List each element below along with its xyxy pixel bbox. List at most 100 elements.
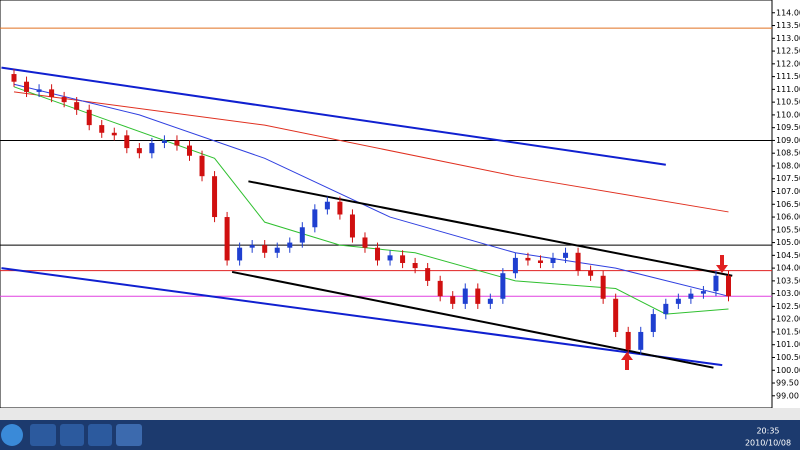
y-tick-label: 101.50 — [776, 327, 800, 336]
candle-body — [525, 257, 531, 261]
candle-body — [249, 245, 255, 248]
y-tick-label: 102.00 — [776, 315, 800, 324]
y-tick-label: 111.50 — [776, 72, 800, 81]
candle-body — [124, 135, 130, 149]
candle-body — [174, 140, 180, 146]
candle-body — [312, 209, 318, 228]
plot-area — [0, 0, 773, 409]
y-tick-label: 112.50 — [776, 47, 800, 56]
taskbar-icon[interactable] — [88, 424, 112, 446]
candle-body — [337, 201, 343, 215]
candle-body — [212, 176, 218, 218]
candle-body — [349, 214, 355, 238]
y-tick-label: 110.00 — [776, 110, 800, 119]
candle-body — [24, 81, 30, 92]
candle-body — [186, 145, 192, 156]
candle-body — [638, 331, 644, 350]
y-tick-label: 113.50 — [776, 21, 800, 30]
y-tick-label: 114.00 — [776, 8, 800, 17]
candle-body — [437, 280, 443, 297]
arrow-down — [716, 255, 728, 273]
y-tick-label: 99.00 — [776, 391, 799, 400]
y-tick-label: 102.50 — [776, 302, 800, 311]
candle-body — [61, 97, 67, 103]
candle-body — [237, 247, 243, 261]
moving-average — [13, 91, 729, 213]
candle-body — [86, 109, 92, 126]
candle-body — [199, 155, 205, 177]
candle-body — [11, 74, 17, 82]
candle-body — [675, 298, 681, 304]
candle-body — [663, 303, 669, 315]
candle-body — [99, 125, 105, 133]
y-tick-label: 100.00 — [776, 366, 800, 375]
y-tick-label: 106.00 — [776, 213, 800, 222]
candle-body — [387, 255, 393, 261]
candle-body — [49, 89, 55, 98]
candle-body — [274, 247, 280, 253]
y-tick-label: 109.50 — [776, 123, 800, 132]
candle-body — [500, 273, 506, 299]
y-tick-label: 108.00 — [776, 161, 800, 170]
candle-body — [550, 257, 556, 264]
y-tick-label: 104.00 — [776, 264, 800, 273]
candle-body — [600, 275, 606, 299]
candle-body — [412, 263, 418, 269]
candle-body — [537, 260, 543, 264]
y-tick-label: 105.50 — [776, 225, 800, 234]
candle-body — [650, 314, 656, 332]
candle-body — [725, 275, 731, 297]
y-tick-label: 100.50 — [776, 353, 800, 362]
candle-body — [149, 142, 155, 154]
status-bar — [0, 408, 800, 420]
clock-date: 2010/10/08 — [745, 439, 791, 448]
y-tick-label: 103.50 — [776, 276, 800, 285]
arrow-up — [621, 352, 633, 370]
candle-body — [36, 89, 42, 92]
candle-body — [362, 237, 368, 248]
candle-body — [700, 291, 706, 294]
y-tick-label: 107.50 — [776, 174, 800, 183]
candle-body — [688, 293, 694, 299]
clock-time: 20:35 — [756, 427, 779, 436]
y-tick-label: 104.50 — [776, 251, 800, 260]
start-button[interactable] — [1, 424, 23, 446]
candle-body — [487, 298, 493, 304]
candle-body — [713, 275, 719, 292]
trend-line — [248, 180, 733, 277]
candle-body — [462, 288, 468, 304]
taskbar-icon[interactable] — [60, 424, 84, 446]
y-tick-label: 111.00 — [776, 85, 800, 94]
y-tick-label: 101.00 — [776, 340, 800, 349]
candle-body — [425, 268, 431, 281]
y-tick-label: 107.00 — [776, 187, 800, 196]
y-tick-label: 113.00 — [776, 34, 800, 43]
candle-body — [299, 227, 305, 243]
taskbar-icon[interactable] — [30, 424, 56, 446]
y-tick-label: 110.50 — [776, 98, 800, 107]
candle-body — [475, 288, 481, 304]
candle-body — [287, 242, 293, 248]
y-tick-label: 112.00 — [776, 59, 800, 68]
y-tick-label: 109.00 — [776, 136, 800, 145]
candle-body — [512, 257, 518, 274]
candle-body — [450, 296, 456, 304]
trend-line — [1, 267, 723, 367]
candle-body — [625, 331, 631, 350]
candle-body — [400, 255, 406, 264]
candle-body — [375, 247, 381, 261]
trend-line — [1, 66, 666, 166]
taskbar-icon[interactable] — [116, 424, 142, 446]
candle-body — [111, 132, 117, 136]
candle-body — [74, 102, 80, 110]
candle-body — [575, 252, 581, 271]
trend-line — [231, 270, 714, 369]
candle-body — [224, 217, 230, 261]
y-tick-label: 105.00 — [776, 238, 800, 247]
candle-body — [262, 245, 268, 253]
y-tick-label: 108.50 — [776, 149, 800, 158]
candle-body — [613, 298, 619, 332]
candle-body — [136, 148, 142, 154]
candle-body — [588, 270, 594, 276]
